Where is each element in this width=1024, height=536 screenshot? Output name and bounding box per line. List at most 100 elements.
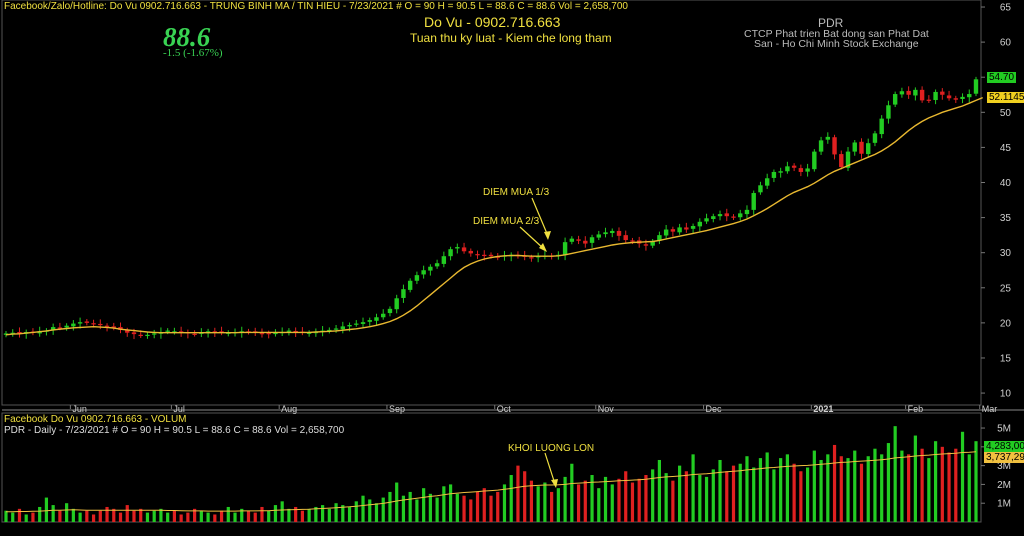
- candle-body: [751, 193, 756, 210]
- candle-body: [724, 213, 729, 217]
- candle-body: [677, 227, 682, 233]
- candle-body: [17, 332, 22, 334]
- candle-body: [475, 254, 480, 256]
- volume-bar: [145, 512, 150, 522]
- candle-body: [401, 289, 406, 298]
- candle-body: [84, 321, 90, 323]
- volume-bar: [536, 486, 540, 522]
- volume-bar: [644, 475, 648, 522]
- y-tick-label: 35: [1000, 213, 1012, 224]
- candle-body: [212, 331, 218, 333]
- candle-body: [482, 254, 487, 256]
- candle-body: [131, 332, 137, 335]
- candle-body: [953, 98, 958, 100]
- candle-body: [340, 326, 346, 330]
- volume-y-tick-label: 1M: [997, 499, 1011, 510]
- candle-body: [778, 171, 783, 173]
- volume-bar: [118, 512, 123, 522]
- arrowhead-buy-1: [544, 231, 551, 240]
- candle-body: [643, 244, 649, 246]
- volume-bar: [624, 471, 628, 522]
- volume-bar: [300, 510, 304, 522]
- x-tick-label: Mar: [982, 404, 998, 414]
- x-tick-label: Oct: [497, 404, 512, 414]
- candle-body: [616, 230, 622, 236]
- candle-body: [455, 247, 460, 249]
- volume-bar: [610, 484, 614, 522]
- candle-body: [192, 333, 197, 335]
- volume-bar: [448, 484, 453, 522]
- candle-body: [657, 235, 662, 241]
- volume-bar: [246, 510, 251, 522]
- candle-body: [630, 240, 635, 242]
- volume-bar: [125, 505, 129, 522]
- candle-body: [839, 154, 844, 168]
- volume-bar: [698, 475, 702, 522]
- company-name: CTCP Phat trien Bat dong san Phat Dat: [744, 28, 929, 40]
- y-tick-label: 20: [1000, 318, 1012, 329]
- volume-bar: [347, 506, 352, 522]
- candle-body: [286, 330, 292, 332]
- candle-body: [71, 323, 76, 327]
- candle-body: [967, 94, 972, 98]
- y-tick-label: 40: [1000, 178, 1012, 189]
- volume-bar: [859, 463, 864, 522]
- candle-body: [354, 323, 359, 325]
- volume-bar: [307, 508, 311, 522]
- candle-body: [57, 327, 63, 329]
- annotation-buy-1: DIEM MUA 1/3: [483, 187, 550, 198]
- ticker-symbol: PDR: [818, 16, 844, 30]
- volume-bar: [199, 510, 203, 522]
- volume-bar: [381, 497, 385, 522]
- volume-panel-subheader: PDR - Daily - 7/23/2021 # O = 90 H = 90.…: [4, 425, 345, 436]
- volume-bar: [334, 503, 338, 522]
- candle-body: [64, 325, 69, 328]
- volume-bar: [671, 480, 675, 522]
- volume-bar: [570, 463, 574, 522]
- volume-bar: [435, 497, 439, 522]
- candle-body: [852, 142, 857, 152]
- volume-bar: [933, 441, 938, 522]
- volume-bar: [974, 441, 978, 522]
- candle-body: [758, 185, 763, 193]
- candle-body: [374, 317, 379, 321]
- candle-body: [529, 257, 534, 259]
- candle-body: [333, 328, 339, 330]
- volume-bar: [240, 508, 244, 522]
- candle-body: [91, 323, 96, 325]
- volume-bar: [219, 510, 224, 522]
- candle-body: [663, 229, 669, 236]
- volume-ma-line: [6, 451, 977, 513]
- price-panel-header: Facebook/Zalo/Hotline: Do Vu 0902.716.66…: [4, 1, 628, 12]
- volume-bar: [455, 493, 459, 522]
- volume-bar: [765, 452, 769, 522]
- candle-body: [360, 322, 366, 324]
- candle-body: [892, 94, 898, 105]
- volume-bar: [415, 499, 419, 522]
- candle-body: [913, 89, 918, 96]
- arrow-buy-1: [531, 197, 549, 237]
- candle-body: [111, 326, 116, 328]
- volume-bar: [314, 506, 318, 522]
- volume-bar: [812, 450, 816, 522]
- candle-body: [697, 221, 703, 227]
- volume-bar: [388, 491, 392, 522]
- candle-body: [933, 91, 938, 101]
- volume-value-tag: 4,283,000: [984, 441, 1024, 452]
- candle-body: [448, 249, 453, 257]
- volume-bar: [166, 512, 170, 522]
- volume-bar: [152, 510, 156, 522]
- candle-body: [10, 332, 15, 334]
- price-candles: [3, 76, 979, 340]
- candle-body: [919, 89, 925, 101]
- price-change: -1.5 (-1.67%): [163, 47, 223, 59]
- candle-body: [960, 96, 965, 99]
- candle-body: [77, 322, 83, 324]
- x-tick-label: Jul: [173, 404, 185, 414]
- candle-body: [886, 105, 891, 119]
- candle-body: [926, 99, 932, 101]
- volume-bar: [657, 459, 662, 522]
- volume-bar: [880, 454, 884, 522]
- volume-bar: [51, 505, 55, 522]
